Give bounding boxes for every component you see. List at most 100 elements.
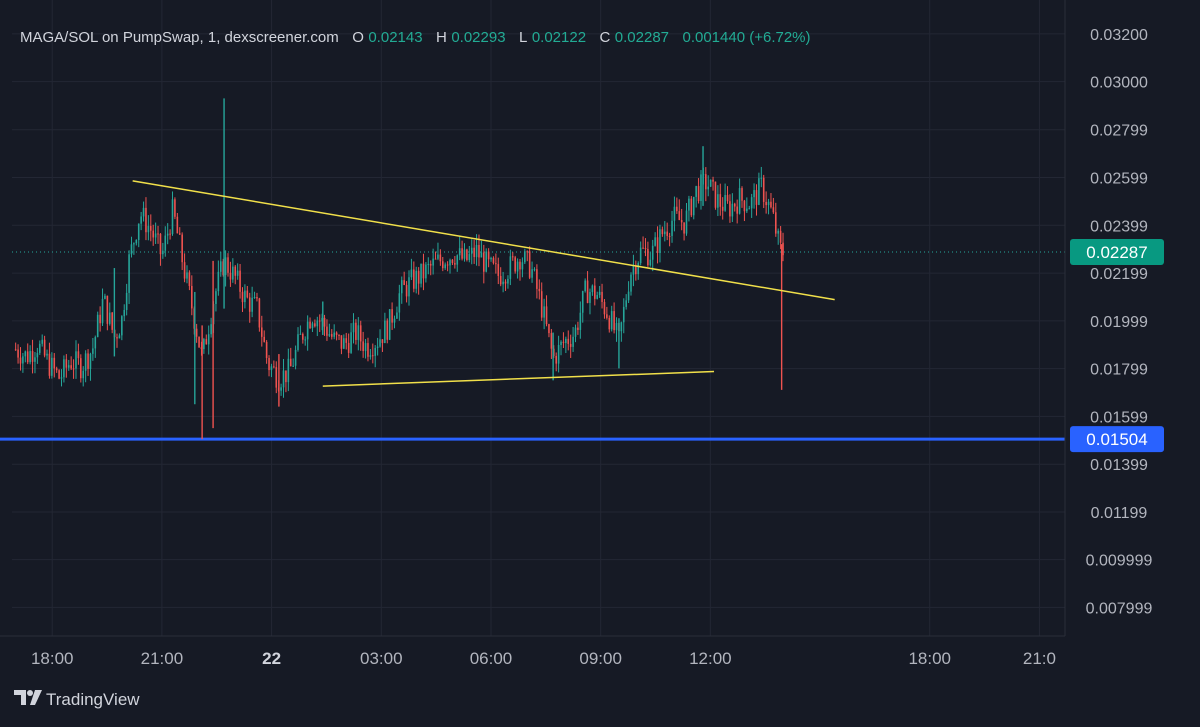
legend-open-value: 0.02143 [368,29,422,46]
candle [504,279,507,291]
price-axis[interactable]: 0.03200 0.03000 0.02799 0.02599 0.02399 0.021… [1064,0,1152,636]
candle [203,337,205,354]
candle [270,363,273,378]
candle [227,253,229,277]
candle [760,166,763,188]
brand-name[interactable]: TradingView [46,690,140,709]
candle [758,172,760,206]
y-tick-label: 0.02399 [1090,218,1148,235]
candle [519,258,521,281]
candle [731,193,734,223]
candle [374,345,377,368]
last-price-badge-label: 0.02287 [1086,243,1147,262]
candle [63,355,65,383]
candle [480,240,483,258]
candle [169,229,171,240]
candle [777,228,780,245]
candle [565,336,567,354]
candle [507,275,509,289]
candle [608,315,611,333]
horizontal-lines [0,251,1065,441]
candle [224,250,227,287]
candle [89,352,92,381]
candle [511,252,514,261]
price-badges: 0.02287 0.01504 [1070,239,1164,453]
y-tick-label: 0.01399 [1090,457,1148,474]
candle [121,315,123,341]
candle [43,335,46,358]
candle [393,315,396,329]
candle [31,339,34,374]
candle [123,304,126,322]
tradingview-logo-icon[interactable] [14,690,42,705]
candle [19,347,22,371]
candle [87,349,89,376]
candle [391,302,393,330]
candle [637,261,640,280]
candle [774,202,777,237]
candle [557,335,560,373]
candle [434,251,437,260]
candle [594,278,596,306]
y-tick-label: 0.01999 [1090,314,1148,331]
time-axis[interactable]: 18:00 21:00 22 03:00 06:00 09:00 12:00 18:00 21:… [0,635,1065,668]
candle [297,327,299,352]
trendline[interactable] [322,370,715,387]
candle [577,321,579,335]
candle [239,263,241,299]
y-tick-label: 0.02599 [1090,170,1148,187]
candle [306,315,309,351]
candle [661,226,664,237]
trendline[interactable] [132,180,835,301]
candle [659,224,661,263]
candle [350,323,352,354]
candle [80,354,82,383]
candle [118,333,121,339]
support-price-badge: 0.01504 [1070,426,1164,453]
candle [178,227,181,235]
candle [51,352,53,379]
candle [82,366,85,387]
candle [282,358,285,398]
support-price-badge-label: 0.01504 [1086,430,1147,449]
candle [198,336,200,348]
candle [326,319,328,341]
candle [719,183,722,216]
candle [632,254,635,287]
candle [663,221,666,242]
candle [352,313,355,344]
candle [724,183,726,212]
candle [207,325,210,355]
legend-low-label: L [519,29,527,46]
trendlines[interactable] [132,180,835,387]
candle [408,270,410,306]
candle [733,202,736,212]
candle [671,210,673,243]
candle [644,238,647,257]
candle [736,199,738,224]
candle [540,282,543,321]
candle [253,291,256,299]
candle [748,205,751,210]
candle [639,241,642,266]
candle [432,248,434,275]
x-tick-label: 22 [262,649,281,668]
candle [767,198,770,215]
candle [328,323,331,338]
x-tick-label: 12:00 [689,649,732,668]
candle [656,226,659,264]
candle [333,324,335,340]
candle [176,212,179,234]
candle [429,260,432,276]
candle [362,331,364,358]
candle [77,343,80,365]
candle [311,321,314,332]
candle [417,267,420,295]
candle [685,202,688,236]
candle [236,263,239,280]
candle [449,258,451,274]
candle [116,333,118,348]
